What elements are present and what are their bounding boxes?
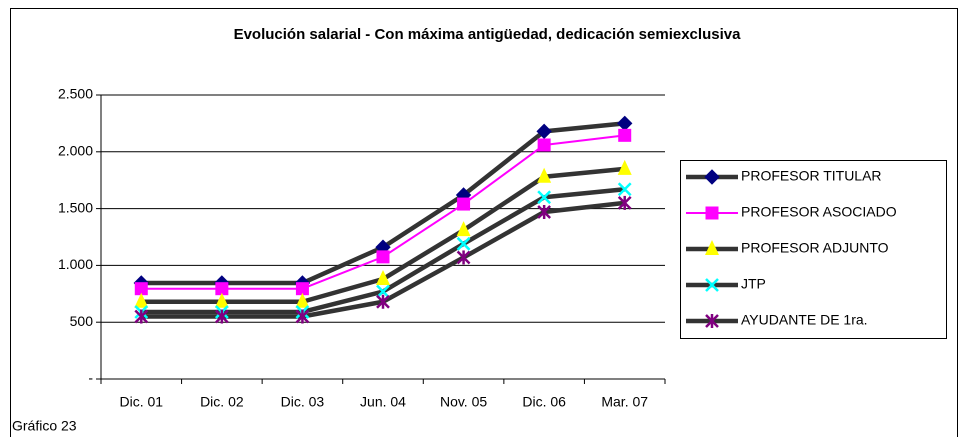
legend-label: PROFESOR ADJUNTO	[741, 240, 889, 256]
point	[536, 123, 552, 140]
point-part	[215, 282, 229, 296]
point	[295, 292, 310, 308]
point	[537, 138, 551, 152]
point	[618, 128, 632, 142]
legend-marker	[704, 169, 720, 185]
point	[295, 282, 309, 296]
legend-marker-part	[705, 240, 719, 255]
point	[214, 292, 229, 308]
point-part	[376, 270, 390, 286]
y-tick-label: 2.000	[58, 143, 93, 159]
x-tick-label: Nov. 05	[440, 394, 487, 410]
x-tick-label: Dic. 06	[522, 394, 566, 410]
point-part	[376, 250, 390, 264]
point	[376, 284, 390, 299]
point	[456, 221, 471, 237]
legend-marker	[705, 206, 719, 220]
point	[537, 167, 552, 183]
chart-title: Evolución salarial - Con máxima antigüed…	[234, 26, 742, 43]
point-part	[456, 221, 471, 237]
point	[376, 294, 390, 309]
point	[617, 182, 632, 197]
point-part	[537, 138, 551, 152]
point	[376, 250, 390, 264]
legend-label: PROFESOR ASOCIADO	[741, 204, 897, 220]
point-part	[537, 167, 552, 183]
point	[376, 270, 390, 286]
legend-label: AYUDANTE DE 1ra.	[741, 312, 868, 328]
legend-marker	[705, 278, 719, 292]
point-part	[134, 282, 148, 296]
legend-marker	[705, 240, 719, 255]
point-part	[617, 159, 632, 175]
point	[214, 309, 229, 324]
point-part	[214, 292, 229, 308]
point	[456, 250, 471, 265]
legend-marker-part	[705, 278, 719, 292]
point	[215, 282, 229, 296]
point	[537, 190, 552, 205]
legend-label: PROFESOR TITULAR	[741, 168, 882, 184]
point	[134, 282, 148, 296]
y-tick-label: 500	[70, 313, 94, 329]
point	[295, 309, 310, 324]
point-part	[376, 284, 390, 299]
point-part	[537, 190, 552, 205]
point-part	[295, 282, 309, 296]
y-tick-label: 1.000	[58, 256, 93, 272]
caption: Gráfico 23	[12, 418, 77, 434]
legend-marker	[705, 314, 719, 328]
point	[456, 236, 471, 251]
point	[617, 159, 632, 175]
x-tick-label: Dic. 03	[281, 394, 325, 410]
x-tick-label: Jun. 04	[360, 394, 406, 410]
legend-marker-part	[705, 206, 719, 220]
legend-label: JTP	[741, 276, 766, 292]
point	[134, 292, 149, 308]
point	[617, 195, 632, 210]
y-tick-label: -	[88, 370, 93, 386]
point-part	[295, 292, 310, 308]
point-part	[456, 236, 471, 251]
x-tick-label: Dic. 02	[200, 394, 244, 410]
point-part	[618, 128, 632, 142]
point-part	[457, 197, 471, 211]
point	[457, 197, 471, 211]
y-tick-label: 2.500	[58, 86, 93, 102]
point-part	[134, 292, 149, 308]
y-tick-label: 1.500	[58, 199, 93, 215]
point	[537, 205, 552, 220]
legend-marker-part	[704, 169, 720, 185]
x-tick-label: Dic. 01	[119, 394, 163, 410]
point-part	[536, 123, 552, 140]
point-part	[617, 182, 632, 197]
x-tick-label: Mar. 07	[601, 394, 648, 410]
point	[134, 309, 149, 324]
